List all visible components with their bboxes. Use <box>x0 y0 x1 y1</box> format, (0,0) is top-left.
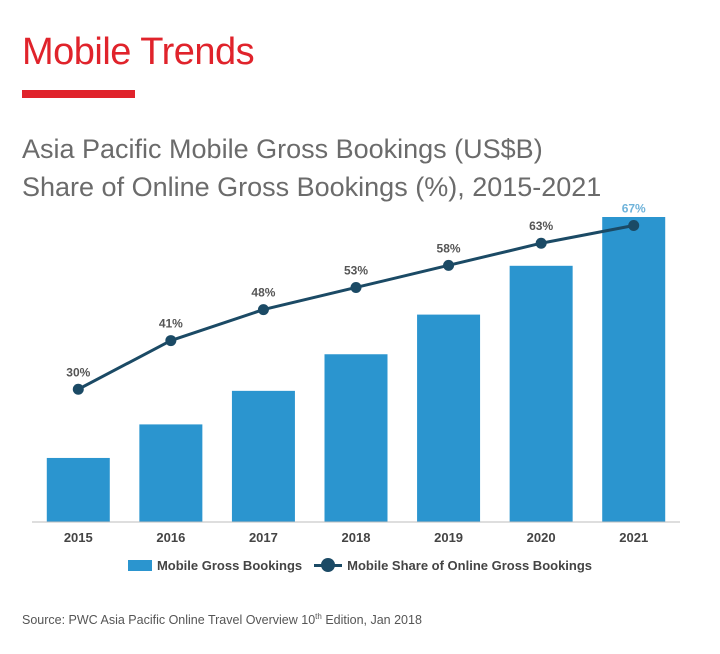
chart-title-line-2: Share of Online Gross Bookings (%), 2015… <box>22 172 602 202</box>
share-data-label: 53% <box>344 263 368 277</box>
share-line-layer: 30% 41% 48% 53% 58% 63% 67% <box>66 202 646 395</box>
share-point-2020 <box>535 237 547 249</box>
x-tick-label: 2019 <box>434 530 463 545</box>
legend-bar-swatch <box>127 560 152 571</box>
page-title: Mobile Trends <box>22 31 255 73</box>
share-point-2018 <box>350 281 362 293</box>
legend: Mobile Gross Bookings Mobile Share of On… <box>0 558 720 573</box>
bar-2020 <box>509 265 573 522</box>
x-tick-labels: 2015 2016 2017 2018 2019 2020 2021 <box>64 530 648 545</box>
share-point-2019 <box>443 259 455 271</box>
share-point-2021 <box>628 220 640 232</box>
bars-layer <box>46 217 666 522</box>
share-data-label: 67% <box>622 202 646 216</box>
share-data-label: 63% <box>529 219 553 233</box>
chart-title-line-1: Asia Pacific Mobile Gross Bookings (US$B… <box>22 134 543 164</box>
share-data-label: 58% <box>437 241 461 255</box>
chart-title: Asia Pacific Mobile Gross Bookings (US$B… <box>22 130 601 206</box>
x-tick-label: 2015 <box>64 530 93 545</box>
bar-2016 <box>139 424 203 522</box>
share-point-2015 <box>72 383 84 395</box>
share-point-2016 <box>165 335 177 347</box>
title-underline <box>22 90 135 98</box>
x-tick-label: 2016 <box>156 530 185 545</box>
share-data-label: 41% <box>159 317 183 331</box>
x-tick-label: 2020 <box>527 530 556 545</box>
legend-item-bookings: Mobile Gross Bookings <box>127 558 303 573</box>
legend-label-bookings: Mobile Gross Bookings <box>156 558 303 573</box>
bar-2017 <box>231 390 295 522</box>
bar-2019 <box>417 314 481 522</box>
bar-2015 <box>46 457 110 522</box>
legend-line-swatch <box>314 558 343 572</box>
bar-2021 <box>602 217 666 522</box>
source-text-end: Edition, Jan 2018 <box>321 613 422 628</box>
bar-2018 <box>324 354 388 522</box>
combo-chart: 2015 2016 2017 2018 2019 2020 2021 30% 41% 48% 53… <box>32 202 680 545</box>
legend-item-share: Mobile Share of Online Gross Bookings <box>314 558 592 573</box>
x-tick-label: 2021 <box>619 530 648 545</box>
share-data-label: 30% <box>66 365 90 379</box>
legend-label-share: Mobile Share of Online Gross Bookings <box>347 558 593 573</box>
share-point-2017 <box>257 304 269 316</box>
share-data-label: 48% <box>251 286 275 300</box>
source-text: Source: PWC Asia Pacific Online Travel O… <box>22 613 316 628</box>
x-tick-label: 2018 <box>342 530 371 545</box>
source-superscript: th <box>315 612 322 621</box>
x-tick-label: 2017 <box>249 530 278 545</box>
source-note: Source: PWC Asia Pacific Online Travel O… <box>22 612 422 627</box>
